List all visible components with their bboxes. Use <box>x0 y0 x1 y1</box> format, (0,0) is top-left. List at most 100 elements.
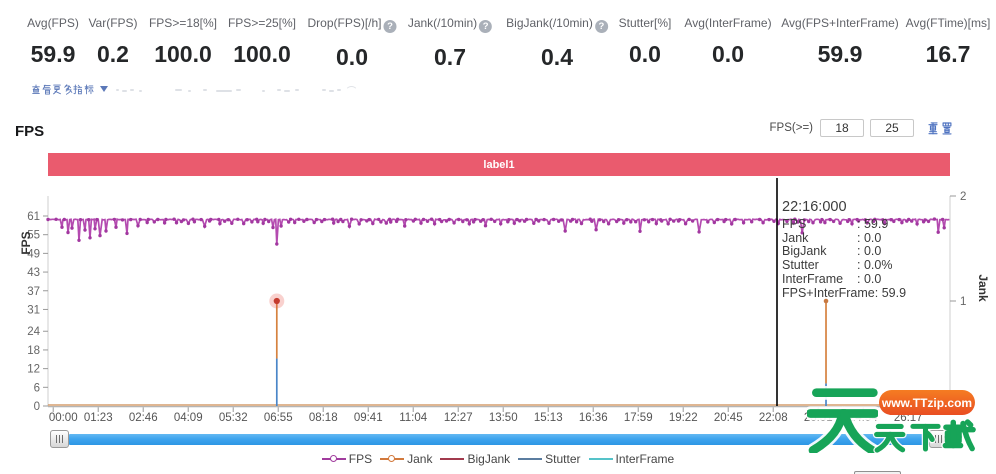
help-icon[interactable]: ? <box>594 20 608 33</box>
metric-label: Avg(FTime)[ms] <box>905 16 991 30</box>
hanzi-重 <box>928 121 938 134</box>
fps-point <box>275 242 279 246</box>
metric-label: FPS>=18[%] <box>148 16 218 30</box>
faded-fragment <box>295 89 299 91</box>
metric-label: Avg(FPS) <box>27 16 79 30</box>
fps-point <box>271 225 275 230</box>
fps-point <box>287 220 291 224</box>
fps-point <box>60 225 64 229</box>
fps-point <box>203 224 207 228</box>
time-axis-tick-label: 26:17 <box>894 412 923 424</box>
help-icon[interactable]: ? <box>383 20 397 33</box>
help-icon[interactable]: ? <box>479 20 493 33</box>
fps-point <box>515 217 519 222</box>
fps-point <box>499 222 503 226</box>
legend-item-fps[interactable]: FPS <box>321 452 373 466</box>
fps-point <box>419 221 423 225</box>
fps-point <box>800 231 804 235</box>
fps-point <box>697 230 701 234</box>
fps-point <box>389 220 393 224</box>
legend-item-stutter[interactable]: Stutter <box>518 452 581 466</box>
legend-label: FPS <box>348 452 373 466</box>
fps-point <box>856 219 861 223</box>
fps-point <box>288 217 293 221</box>
fps-point <box>129 217 133 222</box>
fps-point <box>83 228 87 232</box>
legend-label: Jank <box>407 452 433 466</box>
fps-point <box>263 217 267 222</box>
metric-value: 0.0 <box>336 44 368 70</box>
faded-fragment <box>284 89 290 92</box>
fps-point <box>741 221 746 225</box>
fps-point <box>881 218 885 222</box>
fps-point <box>347 224 352 228</box>
fps-point <box>666 222 670 226</box>
fps-point <box>242 221 246 226</box>
fps-point <box>629 220 633 224</box>
fps-point <box>534 217 538 222</box>
fps-point <box>413 217 417 221</box>
fps-point <box>120 218 125 222</box>
hanzi-标 <box>84 83 94 94</box>
metric-column: Stutter[%] 0.0 <box>619 16 672 68</box>
scrollbar-left-handle[interactable] <box>50 430 69 448</box>
fps-threshold-label: FPS(>=) <box>769 122 813 134</box>
fps-point <box>622 221 626 225</box>
chart-label-banner: label1 <box>48 153 950 176</box>
time-axis-tick-label: 22:08 <box>759 412 788 424</box>
view-more-metrics-link[interactable]: 查看更多指标 <box>31 82 108 96</box>
legend-item-interframe[interactable]: InterFrame <box>588 452 674 466</box>
fps-point <box>563 229 567 233</box>
fps-point <box>940 217 945 222</box>
chevron-down-icon <box>99 86 108 92</box>
metric-value: 0.4 <box>541 44 573 70</box>
fps-point <box>807 219 811 224</box>
fps-point <box>772 219 776 223</box>
fps-point <box>461 219 465 224</box>
metric-label: FPS>=25[%] <box>227 16 297 30</box>
legend-marker <box>588 452 613 466</box>
fps-point <box>547 221 551 225</box>
metric-column: Jank(/10min)? 0.7 <box>408 16 493 71</box>
fps-axis-tick-label: 24 <box>27 326 40 338</box>
fps-point <box>606 222 611 226</box>
reset-button[interactable]: 重置 <box>927 121 954 135</box>
fps-point <box>322 217 327 222</box>
metric-value: 16.7 <box>925 41 971 67</box>
legend-item-jank[interactable]: Jank <box>380 452 432 466</box>
fps-threshold-input-high[interactable] <box>870 119 914 137</box>
fps-point <box>923 218 927 222</box>
scrollbar-right-handle[interactable] <box>929 430 948 448</box>
legend-item-bigjank[interactable]: BigJank <box>440 452 510 466</box>
fps-point <box>796 220 800 224</box>
fps-point <box>261 221 265 225</box>
fps-point <box>882 221 887 226</box>
fps-point <box>181 218 186 222</box>
fps-axis-tick-label: 6 <box>34 382 40 394</box>
fps-point <box>217 217 221 222</box>
chart-section-title: FPS <box>15 123 45 140</box>
legend-marker <box>440 452 465 466</box>
fps-point <box>654 221 658 226</box>
fps-threshold-input-low[interactable] <box>820 119 864 137</box>
fps-point <box>733 217 737 222</box>
fps-point <box>706 220 710 224</box>
fps-point <box>873 217 877 221</box>
fps-point <box>452 221 456 225</box>
fps-point <box>145 220 149 225</box>
fps-point <box>668 217 672 221</box>
fps-point <box>598 218 602 222</box>
fps-point <box>349 217 354 221</box>
hanzi-指 <box>73 83 83 94</box>
metric-value: 100.0 <box>154 41 212 67</box>
fps-point <box>557 219 561 223</box>
fps-point <box>54 217 58 221</box>
fps-point <box>865 221 869 225</box>
fps-point <box>387 217 392 221</box>
chart-scrollbar-track[interactable] <box>69 434 931 445</box>
fps-point <box>672 219 676 223</box>
fps-point <box>305 217 309 222</box>
time-axis-tick-label: 08:18 <box>309 412 338 424</box>
fps-point <box>78 218 83 222</box>
